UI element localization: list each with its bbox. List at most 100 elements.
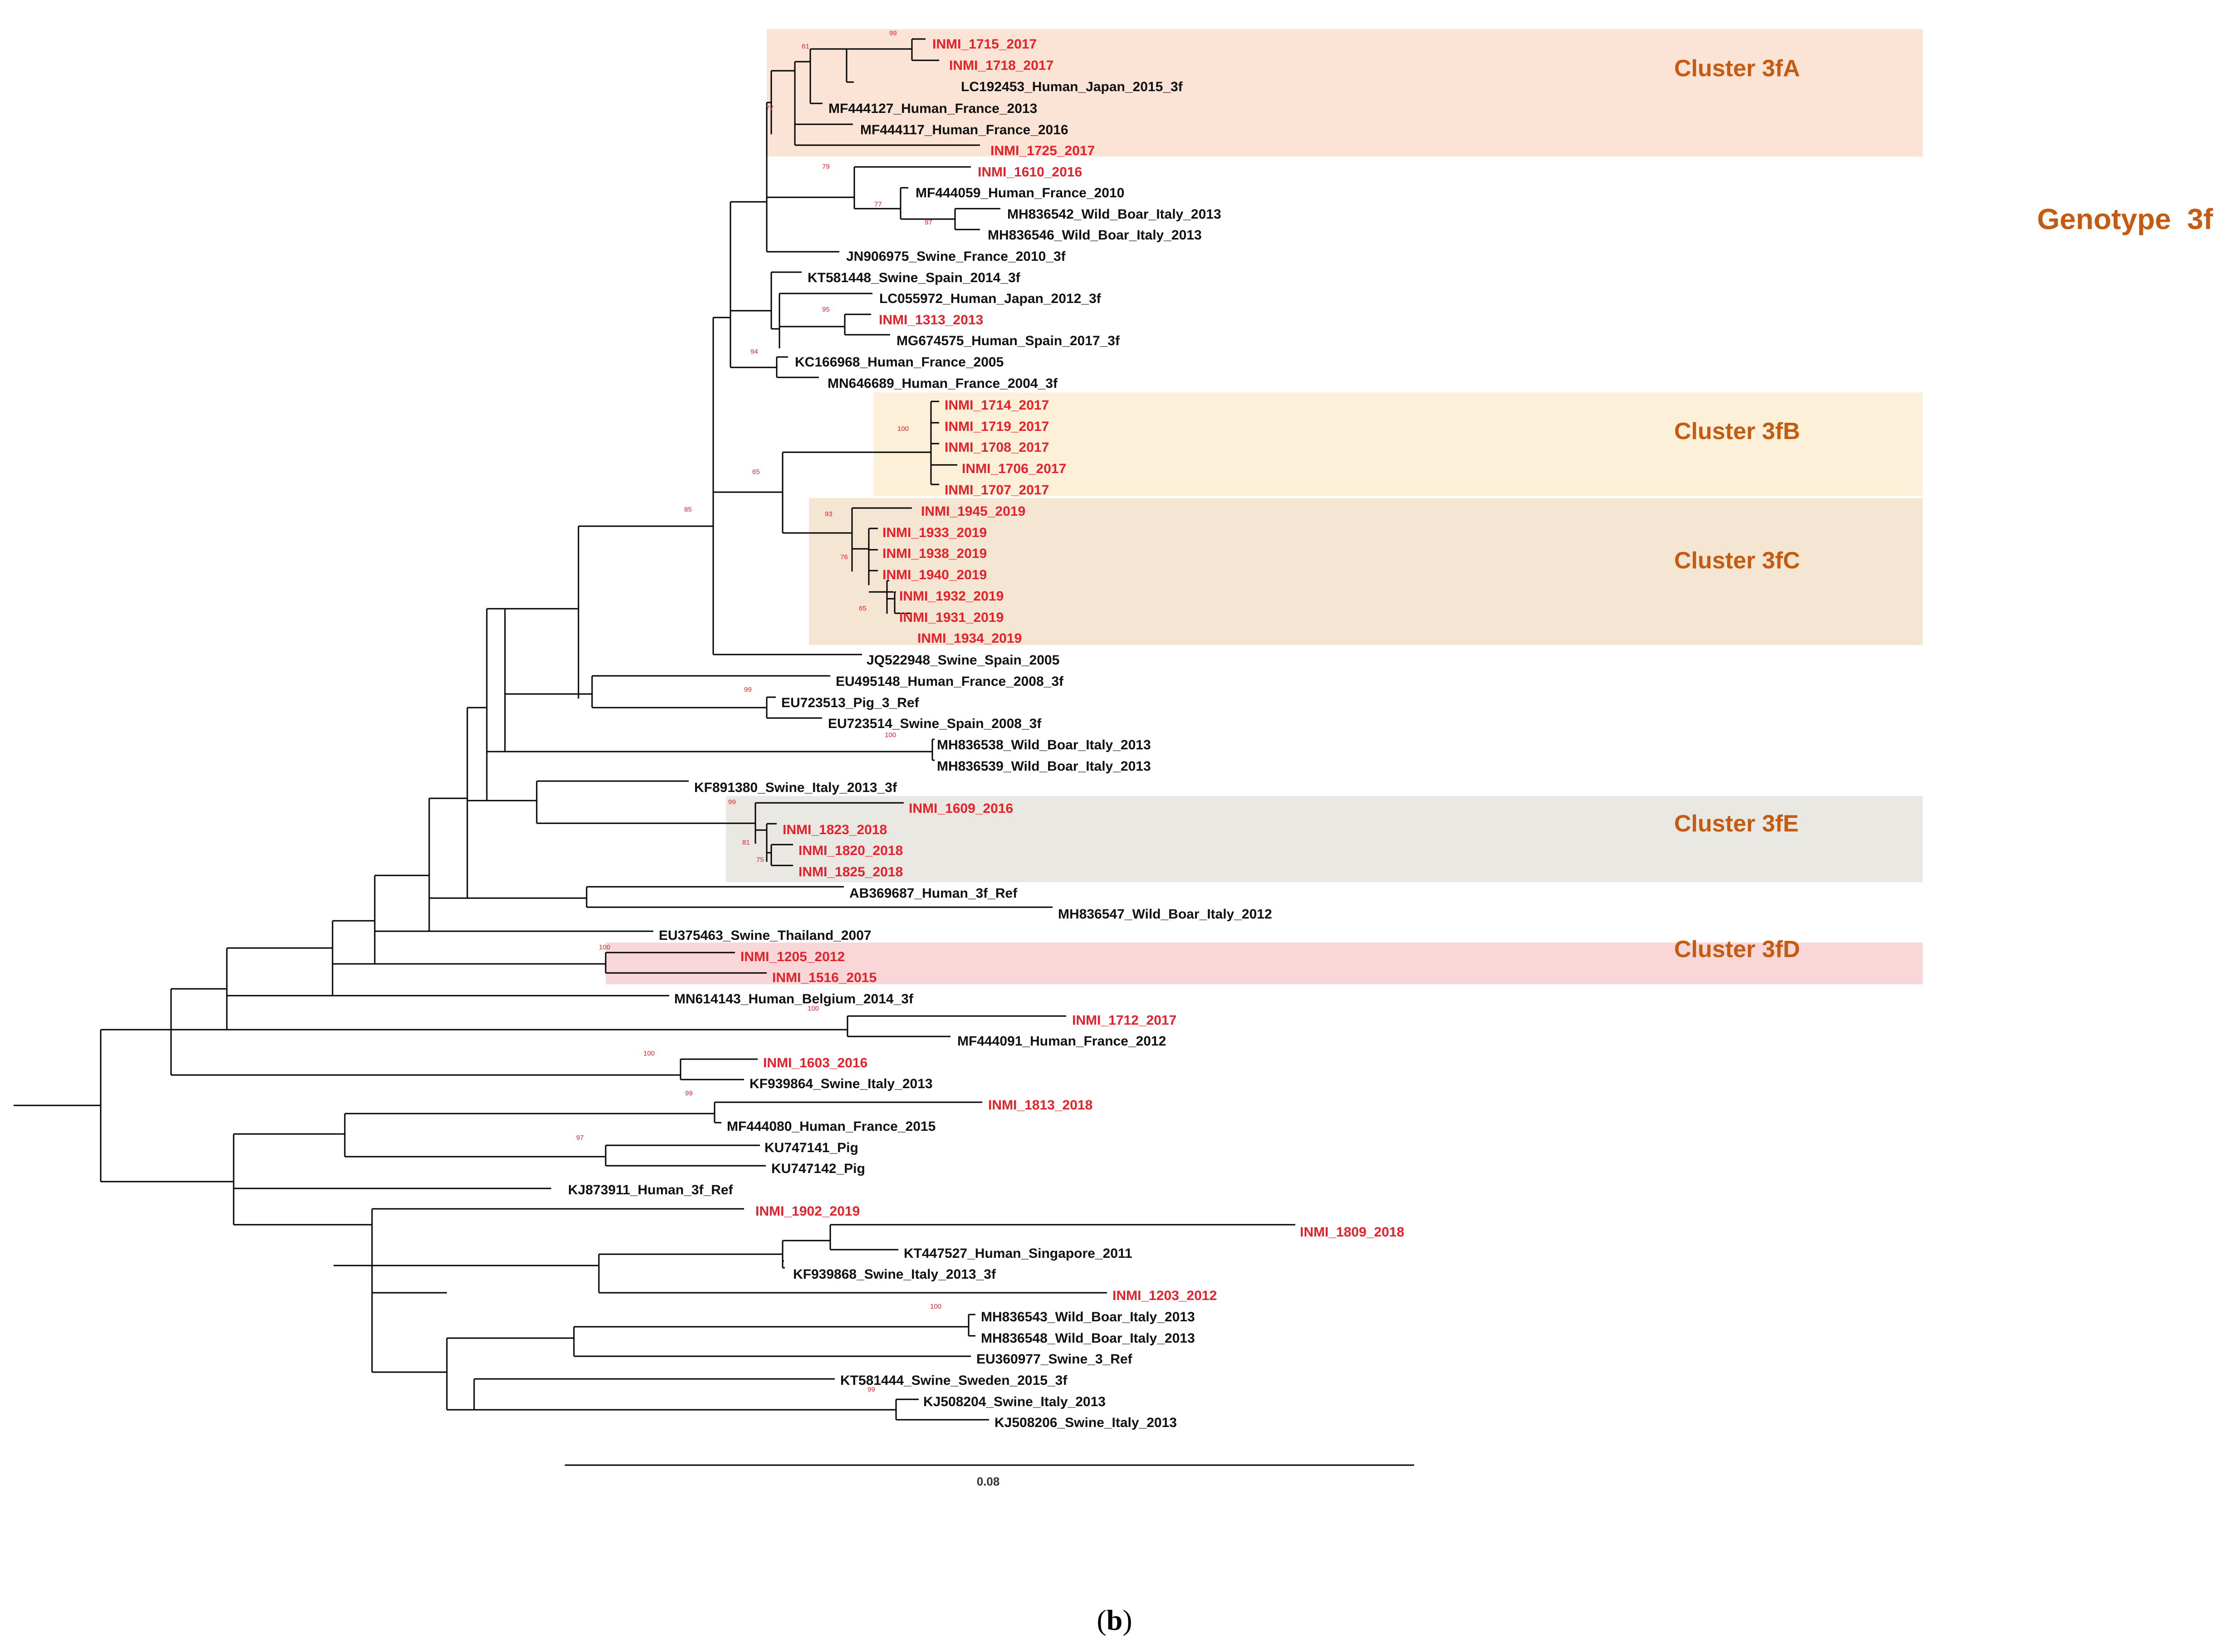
leaf-label: INMI_1940_2019 [882, 567, 987, 582]
cluster-3fA-box [767, 29, 1923, 156]
leaf-label: MF444091_Human_France_2012 [957, 1034, 1166, 1049]
tree-branches [14, 38, 1295, 1421]
leaf-label: KF939864_Swine_Italy_2013 [750, 1076, 933, 1091]
bootstrap-value: 100 [930, 1303, 941, 1310]
leaf-label: EU723514_Swine_Spain_2008_3f [828, 716, 1042, 731]
leaf-label: MH836543_Wild_Boar_Italy_2013 [981, 1310, 1195, 1325]
leaf-label: KC166968_Human_France_2005 [795, 355, 1004, 370]
leaf-label: INMI_1609_2016 [909, 801, 1013, 816]
leaf-label: INMI_1203_2012 [1112, 1288, 1217, 1303]
leaf-label: MF444080_Human_France_2015 [727, 1119, 936, 1134]
bootstrap-value: 81 [742, 839, 750, 846]
leaf-label: JQ522948_Swine_Spain_2005 [867, 653, 1059, 668]
leaf-label: INMI_1823_2018 [783, 822, 887, 837]
leaf-label: EU360977_Swine_3_Ref [976, 1352, 1133, 1367]
figure-caption: (b) [0, 1603, 2229, 1637]
bootstrap-value: 76 [840, 553, 848, 561]
leaf-label: MN646689_Human_France_2004_3f [828, 376, 1058, 391]
leaf-label: INMI_1714_2017 [945, 398, 1049, 413]
bootstrap-value: 77 [874, 200, 882, 208]
leaf-label: JN906975_Swine_France_2010_3f [846, 249, 1066, 264]
leaf-label: INMI_1205_2012 [740, 949, 845, 964]
leaf-label: INMI_1933_2019 [882, 525, 987, 540]
leaf-label: INMI_1708_2017 [945, 440, 1049, 455]
scale-bar: 0.08 [565, 1464, 1414, 1488]
leaf-label: INMI_1938_2019 [882, 546, 987, 561]
bootstrap-value: 97 [925, 219, 932, 226]
leaf-label: AB369687_Human_3f_Ref [849, 886, 1018, 901]
leaf-label: INMI_1902_2019 [755, 1204, 860, 1219]
cluster-3fA-label: Cluster 3fA [1674, 55, 1800, 82]
bootstrap-value: 99 [728, 798, 736, 806]
bootstrap-value: 100 [808, 1005, 819, 1012]
bootstrap-value: 100 [897, 425, 909, 433]
bootstrap-value: 99 [867, 1386, 875, 1393]
leaf-label: INMI_1934_2019 [917, 631, 1022, 646]
leaf-label: INMI_1712_2017 [1072, 1013, 1176, 1028]
bootstrap-value: 95 [822, 306, 830, 313]
leaf-label: INMI_1603_2016 [763, 1056, 867, 1070]
bootstrap-value: 99 [889, 29, 897, 37]
leaf-label: KJ508206_Swine_Italy_2013 [994, 1415, 1177, 1430]
bootstrap-value: 99 [744, 686, 752, 694]
leaf-label: KU747141_Pig [764, 1140, 858, 1155]
leaf-label: INMI_1719_2017 [945, 419, 1049, 434]
bootstrap-value: 97 [576, 1134, 584, 1142]
bootstrap-value: 75 [756, 856, 764, 864]
bootstrap-value: 99 [685, 1090, 693, 1097]
bootstrap-value: 61 [802, 43, 809, 50]
leaf-label: MN614143_Human_Belgium_2014_3f [674, 992, 914, 1007]
bootstrap-value: 77 [766, 104, 774, 112]
leaf-label: MH836539_Wild_Boar_Italy_2013 [937, 759, 1151, 774]
cluster-labels: Cluster 3fA Cluster 3fB Cluster 3fC Clus… [1674, 55, 1800, 963]
cluster-highlight-boxes [606, 29, 1923, 984]
leaf-labels: INMI_1715_2017 INMI_1718_2017 LC192453_Hum… [568, 37, 1404, 1430]
cluster-3fC-box [809, 498, 1923, 645]
leaf-label: MH836538_Wild_Boar_Italy_2013 [937, 738, 1151, 753]
leaf-label: INMI_1715_2017 [932, 37, 1037, 52]
leaf-label: INMI_1809_2018 [1300, 1225, 1404, 1240]
leaf-label: MF444117_Human_France_2016 [860, 122, 1068, 137]
leaf-label: KF891380_Swine_Italy_2013_3f [694, 780, 897, 795]
scale-bar-label: 0.08 [977, 1475, 1000, 1488]
genotype-label: Genotype 3f [2037, 203, 2213, 235]
leaf-label: INMI_1313_2013 [879, 313, 983, 327]
bootstrap-value: 93 [825, 510, 833, 518]
leaf-label: INMI_1825_2018 [799, 865, 903, 880]
leaf-label: INMI_1931_2019 [899, 610, 1004, 625]
leaf-label: INMI_1706_2017 [962, 461, 1066, 476]
leaf-label: INMI_1813_2018 [988, 1098, 1092, 1113]
leaf-label: MH836547_Wild_Boar_Italy_2012 [1058, 907, 1272, 922]
leaf-label: INMI_1610_2016 [978, 165, 1082, 180]
bootstrap-value: 94 [750, 348, 758, 356]
leaf-label: MF444059_Human_France_2010 [916, 186, 1124, 200]
leaf-label: KU747142_Pig [771, 1161, 865, 1176]
leaf-label: EU495148_Human_France_2008_3f [836, 674, 1064, 689]
leaf-label: MF444127_Human_France_2013 [828, 101, 1037, 116]
leaf-label: LC055972_Human_Japan_2012_3f [879, 291, 1102, 306]
cluster-3fE-label: Cluster 3fE [1674, 811, 1799, 837]
bootstrap-labels: 99 61 77 79 77 97 95 94 100 65 85 93 76 65 99 100 99 81 75… [576, 29, 941, 1393]
leaf-label: LC192453_Human_Japan_2015_3f [961, 79, 1183, 94]
bootstrap-value: 100 [599, 943, 610, 951]
bootstrap-value: 65 [752, 468, 760, 476]
leaf-label: KJ508204_Swine_Italy_2013 [923, 1394, 1106, 1409]
leaf-label: INMI_1718_2017 [949, 58, 1053, 73]
caption-open: ( [1097, 1604, 1107, 1636]
leaf-label: KT581444_Swine_Sweden_2015_3f [840, 1373, 1068, 1388]
cluster-3fD-label: Cluster 3fD [1674, 936, 1800, 963]
leaf-label: MH836546_Wild_Boar_Italy_2013 [988, 228, 1202, 243]
leaf-label: MG674575_Human_Spain_2017_3f [896, 333, 1120, 348]
leaf-label: INMI_1707_2017 [945, 483, 1049, 498]
leaf-label: INMI_1725_2017 [990, 143, 1095, 158]
leaf-label: EU375463_Swine_Thailand_2007 [659, 928, 872, 943]
caption-close: ) [1122, 1604, 1132, 1636]
leaf-label: MH836542_Wild_Boar_Italy_2013 [1007, 207, 1221, 222]
leaf-label: INMI_1932_2019 [899, 589, 1004, 604]
cluster-3fD-box [606, 943, 1923, 984]
bootstrap-value: 100 [885, 731, 896, 739]
leaf-label: KT581448_Swine_Spain_2014_3f [808, 270, 1021, 285]
cluster-3fB-label: Cluster 3fB [1674, 418, 1800, 445]
bootstrap-value: 85 [684, 506, 692, 513]
